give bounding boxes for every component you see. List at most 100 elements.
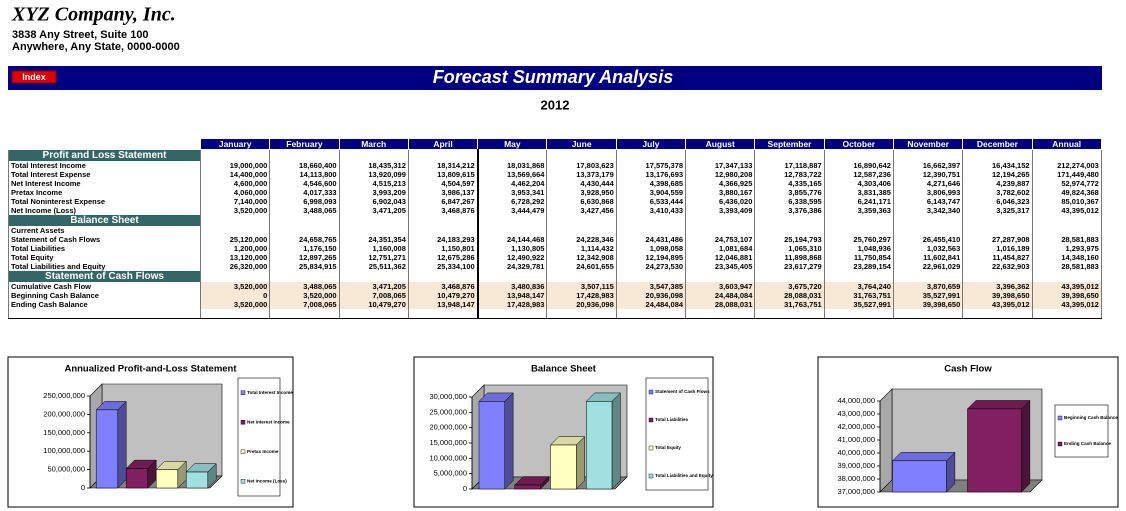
table-cell: 26,320,000 — [199, 261, 271, 271]
table-cell: 0 — [199, 290, 271, 300]
table-cell: 17,347,133 — [685, 160, 756, 170]
table-cell: 11,750,854 — [823, 252, 894, 262]
chart-title: Cash Flow — [944, 364, 992, 375]
table-cell: 212,274,003 — [1031, 160, 1102, 170]
table-cell: 3,855,776 — [754, 187, 825, 197]
table-cell: 39,398,650 — [962, 290, 1033, 300]
table-cell: 13,176,693 — [615, 169, 687, 179]
table-cell — [892, 214, 964, 226]
table-cell — [823, 149, 894, 161]
address-line: Anywhere, Any State, 0000-0000 — [12, 41, 180, 53]
table-cell — [754, 225, 825, 235]
legend-swatch — [648, 473, 654, 479]
table-row: Net Income (Loss) 3,520,000 3,488,065 3,471… — [8, 205, 1102, 215]
table-row: Total Liabilities 1,200,000 1,176,150 1,160… — [8, 243, 1102, 253]
table-cell: 11,454,827 — [962, 252, 1033, 262]
table-cell: 27,287,908 — [962, 234, 1033, 244]
table-cell: 3,427,456 — [546, 205, 617, 215]
table-cell: 3,675,720 — [754, 281, 825, 291]
table-cell — [546, 225, 617, 235]
table-cell: May — [477, 138, 548, 150]
table-cell: 3,880,167 — [685, 187, 756, 197]
table-cell — [685, 270, 756, 282]
legend-swatch — [240, 420, 246, 425]
legend-swatch — [1057, 415, 1063, 421]
table-cell: Statement of Cash Flows — [8, 234, 201, 244]
table-cell: 22,632,903 — [962, 261, 1033, 271]
table-cell — [754, 308, 825, 319]
table-cell: 3,953,341 — [477, 187, 548, 197]
legend-label: Net Income (Loss) — [247, 478, 287, 483]
table-cell: 28,581,883 — [1031, 234, 1102, 244]
table-row — [8, 308, 1102, 319]
table-cell: November — [892, 138, 964, 150]
table-cell: 19,000,000 — [199, 160, 271, 170]
table-row: Statement of Cash Flows — [8, 270, 1102, 282]
table-cell: 3,471,205 — [338, 281, 409, 291]
table-cell: 52,974,772 — [1031, 178, 1102, 188]
table-cell: 12,587,236 — [823, 169, 894, 179]
table-cell: 12,390,751 — [892, 169, 964, 179]
table-cell: 4,060,000 — [199, 187, 271, 197]
table-cell: 1,176,150 — [269, 243, 340, 253]
table-cell — [962, 149, 1033, 161]
table-cell — [8, 308, 201, 319]
table-cell: 12,046,881 — [685, 252, 756, 262]
table-cell: Profit and Loss Statement — [8, 149, 201, 161]
table-cell — [8, 138, 201, 150]
table-row: Balance Sheet — [8, 214, 1102, 226]
table-cell: 6,998,093 — [269, 196, 340, 206]
table-cell — [269, 149, 340, 161]
table-cell: 4,303,406 — [823, 178, 894, 188]
table-cell: 6,728,292 — [477, 196, 548, 206]
table-cell: 1,293,975 — [1031, 243, 1102, 253]
chart-title: Annualized Profit-and-Loss Statement — [64, 364, 237, 375]
legend-swatch — [648, 445, 654, 451]
table-cell: Total Liabilities and Equity — [8, 261, 201, 271]
table-cell: 4,017,333 — [269, 187, 340, 197]
table-cell: 13,120,000 — [199, 252, 271, 262]
y-tick-label: 41,000,000 — [837, 435, 875, 444]
table-cell — [823, 214, 894, 226]
table-cell: 25,511,362 — [338, 261, 409, 271]
table-cell — [685, 225, 756, 235]
legend-label: Ending Cash Balance — [1064, 441, 1111, 446]
table-cell: 12,675,286 — [407, 252, 479, 262]
y-tick-label: 200,000,000 — [43, 409, 85, 418]
title-banner — [8, 66, 1102, 90]
table-cell: 18,314,212 — [407, 160, 479, 170]
table-cell: 49,824,368 — [1031, 187, 1102, 197]
legend-swatch — [240, 479, 246, 484]
legend-box — [237, 377, 281, 497]
y-tick-label: 30,000,000 — [429, 392, 467, 401]
y-tick-label: 38,000,000 — [837, 474, 875, 483]
table-cell: 3,986,137 — [407, 187, 479, 197]
table-cell — [199, 308, 271, 319]
bar-top — [966, 400, 1031, 410]
legend-swatch — [1057, 441, 1063, 447]
table-cell: Beginning Cash Balance — [8, 290, 201, 300]
table-cell: 6,436,020 — [685, 196, 756, 206]
table-cell: 17,428,983 — [477, 299, 548, 309]
table-cell: 16,890,642 — [823, 160, 894, 170]
table-cell: 13,948,147 — [407, 299, 479, 309]
table-cell: Total Interest Expense — [8, 169, 201, 179]
index-button-label[interactable]: Index — [22, 72, 46, 82]
table-cell: 24,484,084 — [685, 290, 756, 300]
index-button[interactable] — [11, 70, 57, 84]
table-cell — [407, 149, 479, 161]
table-cell: 24,351,354 — [338, 234, 409, 244]
table-cell: 24,329,781 — [477, 261, 548, 271]
y-tick-label: 44,000,000 — [837, 396, 875, 405]
legend-label: Total Liabilities — [655, 417, 689, 422]
table-row: January February March April May June July Augu… — [8, 138, 1102, 150]
table-cell — [338, 225, 409, 235]
table-cell: 6,241,171 — [823, 196, 894, 206]
bar — [550, 444, 577, 490]
table-cell: 3,806,993 — [892, 187, 964, 197]
table-cell — [962, 214, 1033, 226]
table-cell: 3,520,000 — [199, 281, 271, 291]
table-cell: 4,430,444 — [546, 178, 617, 188]
table-cell: 3,444,479 — [477, 205, 548, 215]
